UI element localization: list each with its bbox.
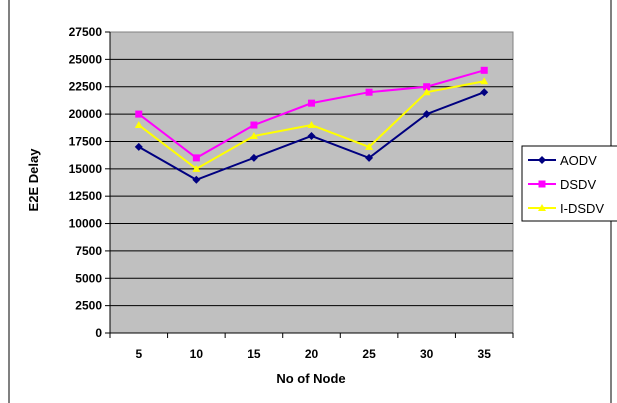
x-tick-label: 20: [305, 347, 319, 361]
data-point-aodv: [365, 153, 374, 162]
data-point-aodv: [422, 110, 431, 119]
data-point-i-dsdv: [192, 164, 201, 172]
data-point-i-dsdv: [249, 131, 258, 139]
legend-item-dsdv: DSDV: [528, 177, 596, 192]
data-point-aodv: [307, 131, 316, 140]
data-point-i-dsdv: [365, 142, 374, 150]
y-tick-label: 10000: [69, 217, 103, 231]
x-tick-label: 15: [247, 347, 261, 361]
y-tick-label: 5000: [75, 271, 102, 285]
data-point-aodv: [134, 142, 143, 151]
series-aodv: [134, 88, 489, 184]
data-point-dsdv: [192, 154, 200, 162]
x-tick-label: 25: [362, 347, 376, 361]
series-i-dsdv: [134, 77, 489, 172]
x-tick-label: 5: [135, 347, 142, 361]
data-point-dsdv: [250, 121, 258, 129]
x-tick-label: 35: [478, 347, 492, 361]
y-tick-label: 20000: [69, 107, 103, 121]
data-point-dsdv: [365, 88, 373, 96]
data-point-i-dsdv: [307, 121, 316, 129]
y-tick-label: 7500: [75, 244, 102, 258]
axes: 0 2500 5000 7500 10000 12500 15000 17500 20000 22…: [69, 25, 514, 361]
series-group: [134, 66, 489, 184]
legend-item-i-dsdv: I-DSDV: [528, 201, 604, 216]
data-point-aodv: [480, 88, 489, 97]
y-tick-label: 27500: [69, 25, 103, 39]
legend-label-dsdv: DSDV: [560, 177, 596, 192]
legend-item-aodv: AODV: [528, 153, 597, 168]
y-tick-label: 15000: [69, 162, 103, 176]
data-point-dsdv: [135, 110, 143, 118]
y-tick-label: 0: [95, 326, 102, 340]
x-tick-label: 10: [190, 347, 204, 361]
data-point-i-dsdv: [422, 88, 431, 96]
plot-area: [109, 31, 514, 334]
data-point-aodv: [249, 153, 258, 162]
data-point-dsdv: [308, 99, 315, 107]
x-tick-label: 30: [420, 347, 434, 361]
data-point-dsdv: [423, 83, 431, 91]
legend-label-i-dsdv: I-DSDV: [560, 201, 604, 216]
series-dsdv: [135, 66, 488, 162]
data-point-i-dsdv: [480, 77, 489, 85]
data-point-aodv: [192, 175, 201, 184]
legend-marker-dsdv: [538, 180, 546, 188]
y-tick-label: 12500: [69, 189, 103, 203]
legend-marker-aodv: [538, 156, 546, 164]
y-tick-label: 17500: [69, 134, 103, 148]
legend-marker-i-dsdv: [538, 204, 546, 211]
legend: AODV DSDV I-DSDV: [521, 145, 617, 222]
data-point-i-dsdv: [134, 121, 143, 129]
y-tick-label: 22500: [69, 80, 103, 94]
y-tick-label: 2500: [75, 299, 102, 313]
y-axis-label: E2E Delay: [26, 148, 41, 212]
x-axis-label: No of Node: [276, 371, 345, 386]
y-tick-label: 25000: [69, 52, 103, 66]
data-point-dsdv: [480, 66, 488, 74]
legend-label-aodv: AODV: [560, 153, 597, 168]
